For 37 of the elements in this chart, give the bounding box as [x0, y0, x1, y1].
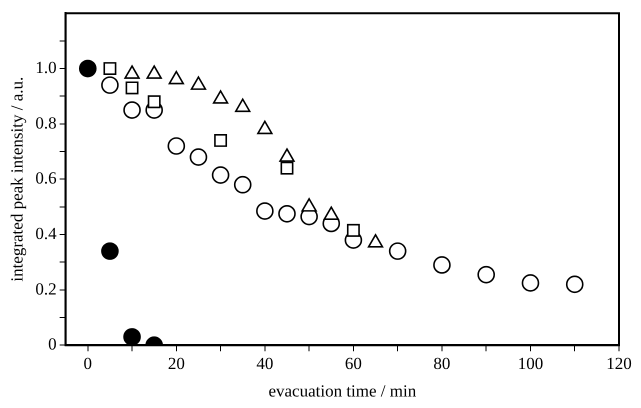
- point: [126, 81, 139, 94]
- point: [278, 204, 296, 223]
- point: [346, 224, 360, 237]
- point: [256, 202, 274, 220]
- point: [123, 328, 141, 346]
- point: [433, 256, 451, 274]
- point: [123, 101, 141, 119]
- y-tick-label: 1.0: [35, 58, 57, 77]
- point: [388, 242, 406, 260]
- y-tick-label: 0.6: [35, 168, 57, 188]
- y-tick-label: 0: [48, 334, 57, 354]
- x-tick-label: 20: [168, 354, 185, 373]
- point: [522, 274, 540, 292]
- point: [103, 62, 116, 75]
- x-axis-title: evacuation time / min: [268, 381, 417, 400]
- point: [168, 137, 186, 155]
- point: [214, 134, 228, 147]
- y-tick-label: 0.2: [35, 279, 57, 298]
- point: [78, 60, 97, 78]
- point: [148, 95, 161, 108]
- x-tick-label: 100: [518, 354, 544, 373]
- point: [190, 148, 208, 166]
- point: [477, 266, 495, 284]
- point: [234, 176, 252, 194]
- y-tick-label: 0.4: [35, 224, 58, 243]
- x-tick-label: 120: [606, 354, 632, 373]
- point: [566, 276, 584, 294]
- point: [101, 76, 119, 94]
- point: [101, 242, 119, 260]
- x-tick-label: 40: [256, 354, 274, 373]
- x-tick-label: 60: [344, 354, 362, 373]
- point: [280, 162, 294, 175]
- y-axis-title: integrated peak intensity / a.u.: [8, 76, 27, 282]
- point: [212, 166, 230, 184]
- x-tick-label: 0: [84, 354, 92, 373]
- x-tick-label: 80: [433, 354, 450, 373]
- y-tick-label: 0.8: [35, 113, 57, 132]
